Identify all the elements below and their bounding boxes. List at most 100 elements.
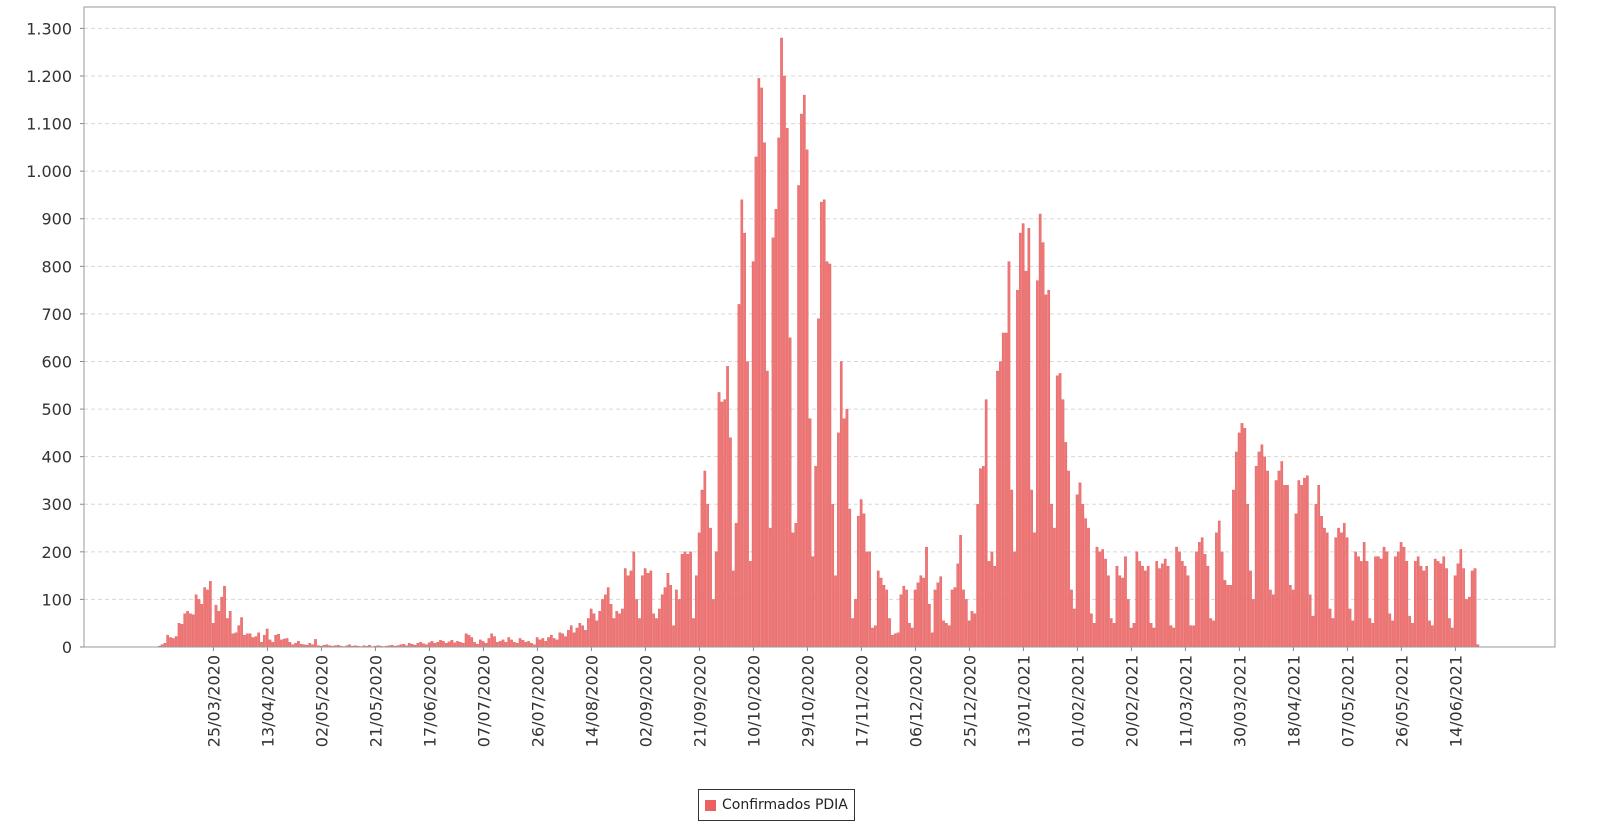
bar: [1277, 470, 1281, 648]
bar: [572, 632, 576, 648]
bar: [726, 366, 729, 648]
bar: [709, 527, 712, 648]
bar: [655, 618, 658, 648]
bar: [706, 504, 710, 648]
bar: [1391, 620, 1394, 648]
bar: [811, 556, 815, 648]
x-tick-label: 26/05/2021: [1392, 655, 1411, 747]
bar: [206, 589, 209, 648]
bar: [1354, 551, 1357, 648]
bar: [871, 627, 874, 648]
bar: [660, 594, 664, 648]
bar: [541, 638, 545, 648]
bar: [1351, 620, 1355, 648]
bar: [888, 618, 891, 648]
bar: [1027, 228, 1031, 648]
bar: [999, 361, 1002, 648]
legend-label: Confirmados PDIA: [722, 797, 848, 813]
x-tick-label: 20/02/2021: [1122, 655, 1141, 747]
bar: [922, 577, 925, 648]
bars: [157, 37, 1480, 648]
bar: [1232, 489, 1235, 648]
bar: [473, 642, 476, 648]
x-tick-label: 30/03/2021: [1230, 655, 1249, 747]
bar: [868, 551, 871, 648]
bar: [1178, 551, 1181, 648]
x-tick-label: 29/10/2020: [798, 655, 817, 747]
bar: [1294, 513, 1298, 648]
bar: [1158, 568, 1161, 648]
bar: [575, 627, 579, 648]
bar: [1462, 568, 1465, 648]
bar: [1234, 451, 1238, 648]
bar: [1010, 489, 1014, 648]
bar: [561, 633, 565, 648]
x-tick-label: 10/10/2020: [744, 655, 763, 747]
bar: [1078, 482, 1082, 648]
bar: [680, 554, 684, 648]
bar: [814, 466, 817, 648]
bar: [459, 642, 462, 648]
bar: [1209, 618, 1213, 648]
bar: [729, 437, 732, 648]
bar: [1371, 623, 1375, 648]
bar: [1090, 613, 1093, 648]
y-tick-label: 400: [41, 448, 72, 467]
bar: [1144, 570, 1147, 648]
bar: [1362, 542, 1366, 648]
bar: [1243, 427, 1247, 648]
bar: [694, 575, 698, 648]
bar: [635, 599, 638, 648]
bar: [1013, 551, 1016, 648]
bar: [993, 565, 997, 648]
bar: [453, 642, 457, 648]
bar: [1030, 489, 1033, 648]
bar: [1468, 596, 1471, 648]
y-tick-label: 1.000: [26, 162, 72, 181]
bar: [1109, 618, 1113, 648]
bar: [916, 582, 920, 648]
bar: [1249, 570, 1252, 648]
bar: [808, 418, 812, 648]
bar: [1357, 556, 1360, 648]
bar: [433, 643, 437, 648]
bar: [1064, 442, 1068, 648]
bar: [1138, 561, 1141, 648]
bar: [166, 634, 170, 648]
bar: [1414, 561, 1417, 648]
bar: [1306, 475, 1309, 648]
bar: [1300, 485, 1303, 648]
bar: [1266, 470, 1269, 648]
bar: [1146, 565, 1150, 648]
bar: [1260, 444, 1264, 648]
bar: [1163, 558, 1167, 648]
bar: [1450, 627, 1454, 648]
bar: [1408, 615, 1411, 648]
bar: [436, 642, 440, 648]
bar: [979, 468, 982, 648]
bar: [535, 637, 539, 648]
x-tick-label: 17/11/2020: [852, 655, 871, 747]
bar: [581, 625, 584, 648]
bar: [1416, 556, 1420, 648]
x-tick-label: 11/03/2021: [1176, 655, 1195, 747]
bar: [936, 582, 940, 648]
bar: [498, 641, 502, 648]
bar: [837, 432, 840, 648]
bar: [277, 634, 280, 648]
bar: [1385, 551, 1389, 648]
bar: [621, 608, 624, 648]
bar: [510, 639, 513, 648]
bar: [589, 608, 593, 648]
bar: [1104, 558, 1107, 648]
bar: [839, 361, 843, 648]
bar: [734, 523, 738, 648]
bar: [507, 637, 511, 648]
bar: [1345, 537, 1349, 648]
bar: [234, 632, 238, 648]
bar: [484, 643, 488, 648]
bar: [177, 623, 181, 648]
bar: [1217, 520, 1221, 648]
bar: [1348, 608, 1352, 648]
bar: [618, 613, 621, 648]
